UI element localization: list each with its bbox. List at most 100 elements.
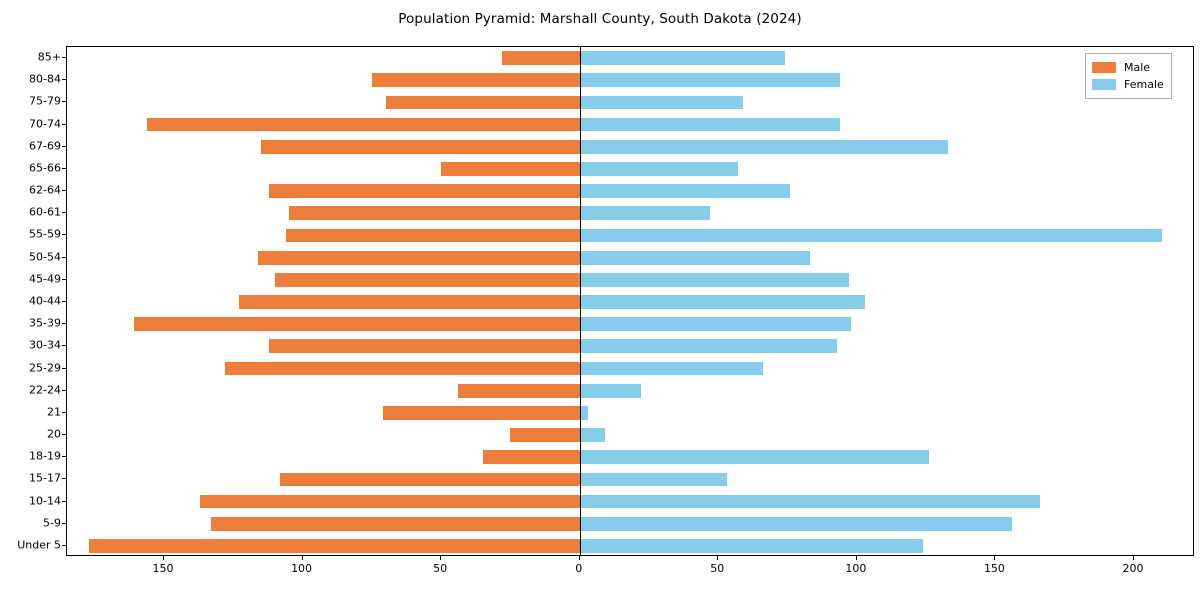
x-tick-mark [301,556,303,560]
bar-female-62-64 [579,184,791,198]
y-tick-mark [62,145,66,147]
bar-male-35-39 [133,317,580,332]
bar-female-70-74 [579,117,841,132]
bar-female-40-44 [579,295,866,309]
y-tick-mark [62,500,66,502]
bar-row [67,383,1193,398]
y-tick-mark [62,57,66,59]
y-tick-mark [62,389,66,391]
bar-female-80-84 [579,73,841,88]
bar-female-5-9 [579,516,1013,531]
bar-female-10-14 [579,494,1040,509]
bar-female-18-19 [579,450,929,465]
bar-row [67,250,1193,265]
y-tick-mark [62,544,66,546]
x-tick-label-4: 50 [710,562,725,575]
plot-area [66,46,1194,556]
bar-male-18-19 [482,450,580,465]
y-tick-mark [62,123,66,125]
y-tick-label-5-9: 5-9 [43,516,61,530]
bar-male-25-29 [224,361,580,376]
bar-row [67,272,1193,287]
y-tick-mark [62,256,66,258]
y-tick-mark [62,478,66,480]
legend-swatch-female-icon [1092,79,1116,90]
y-tick-label-85-: 85+ [37,50,61,64]
x-tick-label-7: 200 [1122,562,1144,575]
bar-female-85- [579,51,785,65]
bar-male-85- [502,51,580,65]
y-tick-label-65-66: 65-66 [29,161,61,175]
bar-row [67,361,1193,376]
bar-male-65-66 [441,162,580,176]
y-tick-label-75-79: 75-79 [29,94,61,108]
bar-female-21 [579,405,589,420]
y-tick-label-50-54: 50-54 [29,250,61,264]
bar-row [67,539,1193,553]
x-tick-mark [1133,556,1135,560]
y-tick-label-20: 20 [47,427,61,441]
bar-female-20 [579,428,605,442]
bar-male-55-59 [285,228,580,243]
bar-row [67,428,1193,442]
bar-male-50-54 [258,250,580,265]
y-tick-mark [62,434,66,436]
bar-row [67,162,1193,176]
y-tick-label-30-34: 30-34 [29,338,61,352]
y-tick-label-55-59: 55-59 [29,227,61,241]
y-tick-label-67-69: 67-69 [29,139,61,153]
bar-female-75-79 [579,95,744,110]
legend-label: Male [1124,61,1151,74]
bar-male-21 [382,405,580,420]
y-tick-label-40-44: 40-44 [29,294,61,308]
y-tick-label-15-17: 15-17 [29,471,61,485]
y-tick-label-35-39: 35-39 [29,316,61,330]
bar-row [67,117,1193,132]
chart-legend: Male Female [1085,53,1172,99]
bar-male-70-74 [147,117,580,132]
legend-label: Female [1124,78,1164,91]
page-title: Population Pyramid: Marshall County, Sou… [398,11,802,27]
bar-row [67,317,1193,332]
bar-row [67,73,1193,88]
y-tick-mark [62,167,66,169]
bar-row [67,139,1193,154]
y-tick-mark [62,190,66,192]
bar-female-15-17 [579,472,727,487]
bar-row [67,51,1193,65]
bar-female-22-24 [579,383,641,398]
bar-female-45-49 [579,272,849,287]
y-tick-label-under-5: Under 5 [17,538,61,552]
x-tick-mark [994,556,996,560]
y-tick-mark [62,345,66,347]
x-tick-mark [855,556,857,560]
bar-row [67,494,1193,509]
x-tick-label-3: 0 [575,562,583,575]
bar-male-75-79 [385,95,580,110]
bar-female-50-54 [579,250,810,265]
bars-container [67,47,1193,555]
bar-male-under-5 [89,539,580,553]
bar-female-65-66 [579,162,738,176]
bar-female-60-61 [579,206,710,221]
bar-female-55-59 [579,228,1162,243]
legend-swatch-male-icon [1092,62,1116,73]
y-tick-mark [62,411,66,413]
y-tick-mark [62,301,66,302]
y-tick-mark [62,234,66,236]
bar-row [67,95,1193,110]
bar-male-22-24 [457,383,580,398]
y-tick-mark [62,101,66,103]
zero-axis-line [579,47,581,555]
y-tick-label-62-64: 62-64 [29,183,61,197]
x-tick-mark [163,556,164,560]
bar-row [67,295,1193,309]
legend-entry-female: Female [1092,76,1164,93]
bar-male-15-17 [280,472,580,487]
y-tick-mark [62,323,66,325]
bar-male-62-64 [269,184,580,198]
bar-female-under-5 [579,539,924,553]
x-tick-mark [717,556,719,560]
y-tick-label-18-19: 18-19 [29,449,61,463]
